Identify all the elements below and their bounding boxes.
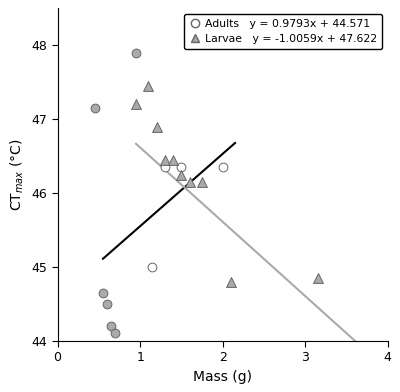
Point [133, 49, 139, 56]
Point [314, 275, 321, 281]
Point [186, 179, 193, 185]
Point [220, 164, 226, 170]
Point [149, 264, 156, 270]
Legend: Adults   y = 0.9793x + 44.571, Larvae   y = -1.0059x + 47.622: Adults y = 0.9793x + 44.571, Larvae y = … [184, 14, 382, 49]
X-axis label: Mass (g): Mass (g) [193, 370, 252, 384]
Point [104, 301, 110, 307]
Point [108, 323, 114, 329]
Point [228, 278, 234, 285]
Point [133, 101, 139, 107]
Point [145, 83, 152, 89]
Point [162, 157, 168, 163]
Y-axis label: CT$_{max}$ (°C): CT$_{max}$ (°C) [8, 138, 26, 211]
Point [92, 105, 98, 111]
Point [170, 157, 176, 163]
Point [154, 123, 160, 130]
Point [100, 290, 106, 296]
Point [162, 164, 168, 170]
Point [178, 171, 184, 178]
Point [199, 179, 205, 185]
Point [178, 164, 184, 170]
Point [112, 330, 118, 336]
